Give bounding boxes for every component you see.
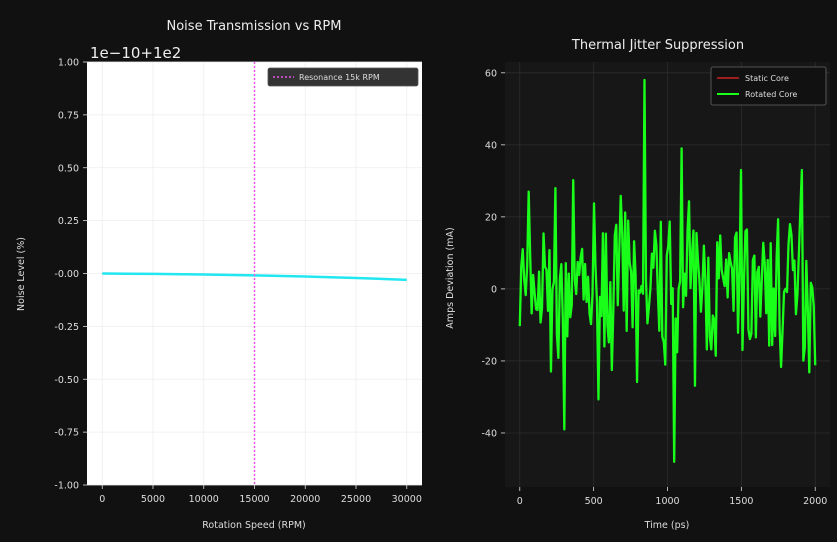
chart1-legend-box <box>267 67 419 87</box>
chart2-title: Thermal Jitter Suppression <box>571 38 744 53</box>
chart2-y-tick-label: 60 <box>485 68 497 79</box>
chart1-y-tick-label: -0.75 <box>54 428 79 439</box>
chart2-x-ticks: 0 500 1000 1500 2000 <box>517 487 827 507</box>
chart2-x-label: Time (ps) <box>644 520 690 531</box>
chart1-legend-label-resonance: Resonance 15k RPM <box>299 73 380 82</box>
chart1-y-ticks: 1.00 0.75 0.50 0.25 -0.00 -0.25 -0.50 -0.75 -1.0… <box>54 58 87 492</box>
chart1-y-tick-label: -0.50 <box>54 375 79 386</box>
chart2-y-ticks: 60 40 20 0 -20 -40 <box>481 68 505 439</box>
chart2-legend: Static Core Rotated Core <box>710 66 827 106</box>
chart1-y-tick-label: -0.25 <box>54 322 79 333</box>
chart1-y-tick-label: 1.00 <box>58 58 79 69</box>
chart1-y-tick-label: -0.00 <box>54 269 79 280</box>
chart1-series <box>102 62 407 485</box>
chart2-series-rotated-core <box>518 78 817 463</box>
chart2-y-tick-label: -20 <box>481 356 497 367</box>
chart1-y-label: Noise Level (%) <box>16 237 27 311</box>
chart2-y-tick-label: 0 <box>491 284 497 295</box>
chart1-y-tick-label: 0.50 <box>58 163 79 174</box>
chart1-x-tick-label: 0 <box>99 494 105 505</box>
chart1-y-tick-label: 0.25 <box>58 216 79 227</box>
chart2-y-tick-label: 20 <box>485 212 497 223</box>
chart2-legend-label-static: Static Core <box>745 74 789 83</box>
chart1-x-tick-label: 15000 <box>239 494 269 505</box>
chart1-legend: Resonance 15k RPM <box>267 67 419 87</box>
chart2-x-tick-label: 1500 <box>729 496 753 507</box>
chart1-y-tick-label: -1.00 <box>54 481 79 492</box>
chart2-x-tick-label: 1000 <box>655 496 679 507</box>
chart1-x-tick-label: 30000 <box>392 494 422 505</box>
chart-noise-transmission: Noise Transmission vs RPM 1e−10+1e2 0 500… <box>16 19 422 531</box>
chart2-legend-label-rotated: Rotated Core <box>745 90 797 99</box>
chart2-x-tick-label: 0 <box>517 496 523 507</box>
chart2-y-tick-label: -40 <box>481 428 497 439</box>
chart1-y-tick-label: 0.75 <box>58 110 79 121</box>
chart1-x-label: Rotation Speed (RPM) <box>202 520 306 531</box>
chart2-x-tick-label: 2000 <box>803 496 827 507</box>
chart-thermal-jitter: Thermal Jitter Suppression 0 500 1000 1500 2… <box>445 38 830 531</box>
chart1-x-ticks: 0 5000 10000 15000 20000 25000 30000 <box>99 485 422 505</box>
chart1-x-tick-label: 20000 <box>290 494 320 505</box>
chart1-offset-text: 1e−10+1e2 <box>90 44 181 62</box>
chart2-x-tick-label: 500 <box>585 496 603 507</box>
chart1-x-tick-label: 5000 <box>141 494 165 505</box>
chart2-legend-box <box>710 66 827 106</box>
chart1-x-tick-label: 10000 <box>189 494 219 505</box>
chart1-x-tick-label: 25000 <box>341 494 371 505</box>
chart2-y-tick-label: 40 <box>485 140 497 151</box>
chart1-title: Noise Transmission vs RPM <box>167 19 342 34</box>
chart2-y-label: Amps Deviation (mA) <box>445 227 456 328</box>
chart2-series <box>518 78 817 463</box>
